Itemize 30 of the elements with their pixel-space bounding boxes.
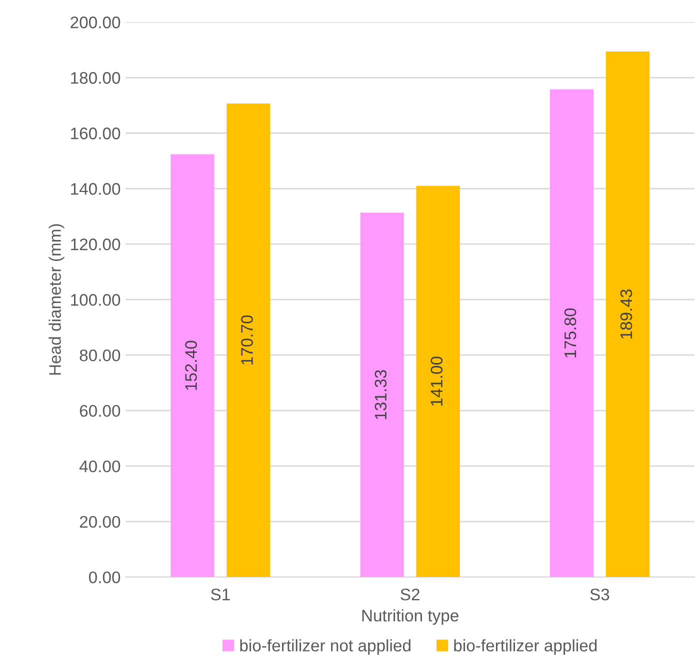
bar (360, 212, 404, 578)
y-tick-label: 160.00 (71, 128, 120, 140)
x-tick-label: S2 (400, 588, 420, 600)
bar (226, 103, 270, 578)
y-tick-label: 20.00 (80, 516, 120, 528)
data-label: 189.43 (620, 290, 632, 338)
data-label: 170.70 (241, 315, 253, 364)
bar (170, 154, 214, 578)
data-label: 141.00 (430, 356, 443, 406)
y-tick-label: 100.00 (71, 294, 120, 306)
y-tick-label: 40.00 (79, 460, 120, 472)
y-tick-label: 200.00 (70, 16, 120, 28)
x-tick-label: S1 (211, 588, 230, 600)
legend-label: bio-fertilizer applied (454, 639, 597, 655)
bar (550, 89, 594, 578)
y-tick-label: 180.00 (71, 72, 120, 84)
y-axis-title: Head diameter (mm) (48, 224, 64, 375)
data-label: 131.33 (374, 370, 387, 420)
bar (606, 51, 650, 578)
data-label: 152.40 (185, 340, 197, 390)
y-tick-label: 80.00 (80, 349, 120, 362)
y-tick-label: 140.00 (71, 183, 120, 195)
y-tick-label: 120.00 (71, 238, 120, 250)
x-tick-label: S3 (590, 588, 610, 600)
y-tick-label: 0.00 (88, 571, 120, 584)
data-label: 175.80 (564, 308, 576, 358)
y-tick-label: 60.00 (80, 404, 120, 417)
legend-label: bio-fertilizer not applied (240, 639, 410, 655)
bar (416, 186, 460, 578)
x-axis-title: Nutrition type (362, 609, 458, 625)
